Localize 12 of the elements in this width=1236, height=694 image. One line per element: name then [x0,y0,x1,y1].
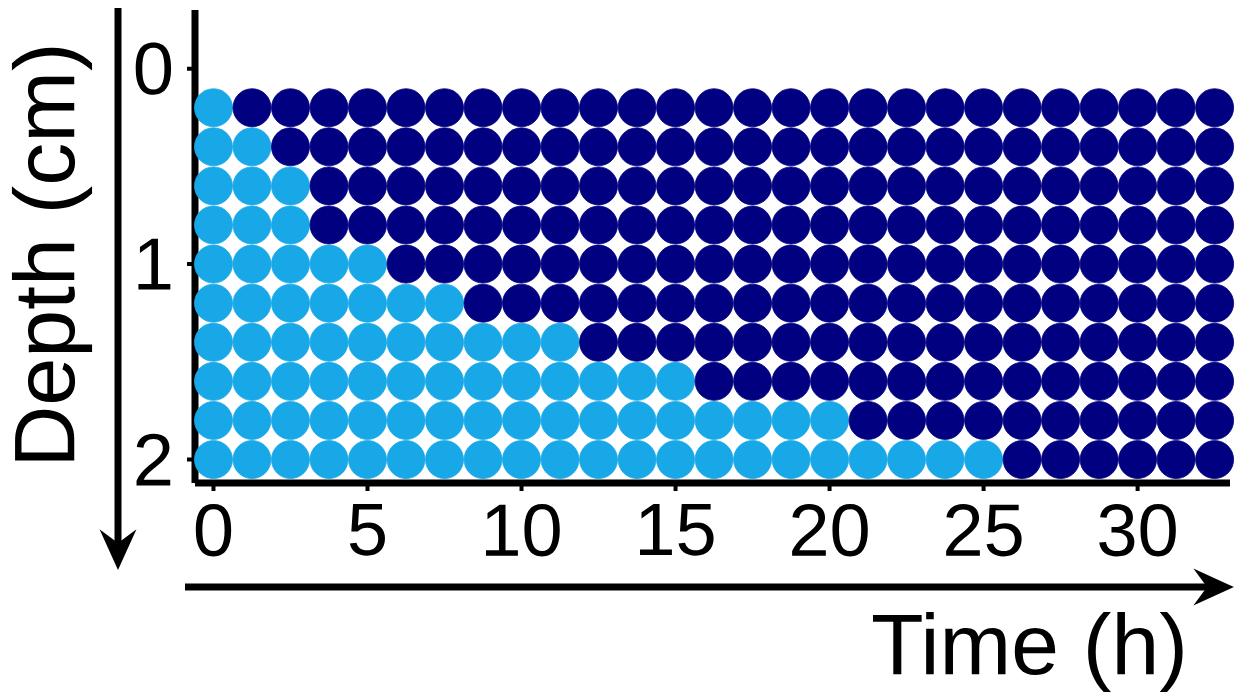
x-axis-title: Time (h) [872,611,1183,693]
x-tick-label: 0 [195,504,232,557]
x-tick-label: 5 [349,504,385,556]
x-tick-label: 10 [485,504,560,557]
y-tick-label: 2 [136,433,171,486]
x-tick-label: 20 [792,504,868,557]
x-tick-label: 15 [640,504,714,556]
y-tick-label: 1 [138,238,171,290]
y-axis-title: Depth (cm) [11,47,93,461]
x-tick-label: 25 [946,504,1022,557]
y-tick-label: 0 [135,42,172,95]
x-tick-label: 30 [1099,504,1176,557]
